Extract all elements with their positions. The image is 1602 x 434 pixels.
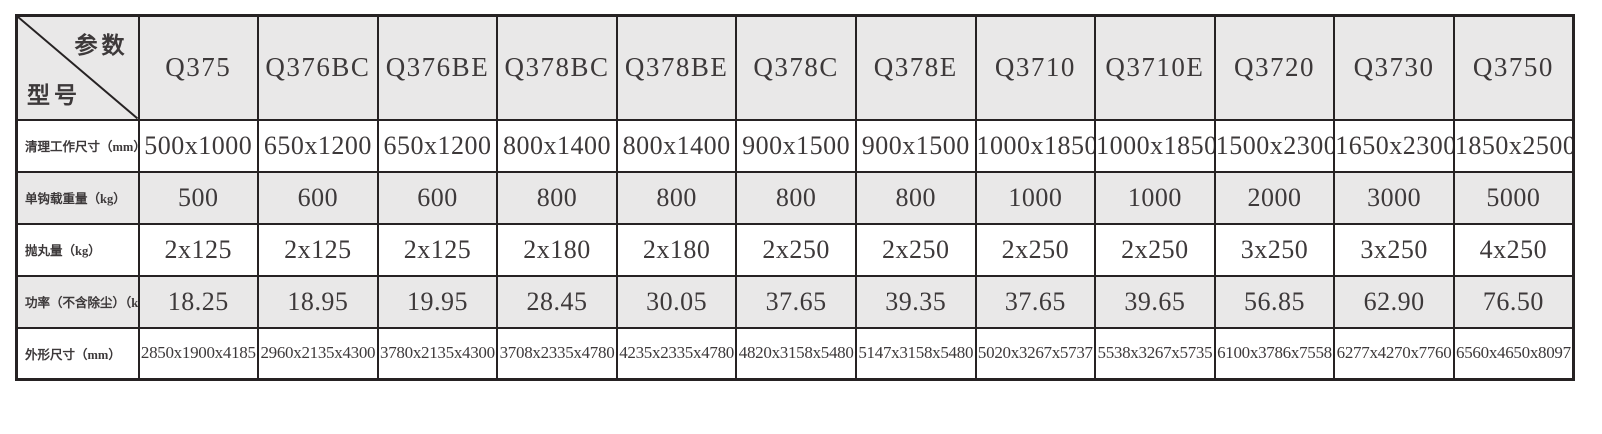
column-header: Q378C bbox=[735, 14, 857, 121]
cell: 76.50 bbox=[1452, 274, 1575, 329]
cell: 600 bbox=[376, 170, 499, 225]
row-label: 抛丸量（kg） bbox=[15, 222, 140, 277]
cell: 1850x2500 bbox=[1452, 118, 1575, 173]
cell: 2x125 bbox=[257, 222, 379, 277]
row-label: 单钩载重量（kg） bbox=[15, 170, 140, 225]
cell: 3780x2135x4300 bbox=[376, 326, 499, 381]
diagonal-line bbox=[18, 17, 138, 119]
cell: 2x125 bbox=[137, 222, 260, 277]
cell: 2x250 bbox=[974, 222, 1097, 277]
column-header: Q3750 bbox=[1452, 14, 1575, 121]
cell: 4235x2335x4780 bbox=[615, 326, 738, 381]
cell: 1000x1850 bbox=[974, 118, 1097, 173]
column-header: Q378BC bbox=[496, 14, 618, 121]
cell: 5538x3267x5735 bbox=[1094, 326, 1216, 381]
cell: 39.35 bbox=[854, 274, 977, 329]
cell: 19.95 bbox=[376, 274, 499, 329]
header-row: 参数 型号 Q375 Q376BC Q376BE Q378BC Q378BE Q… bbox=[15, 14, 1575, 121]
column-header: Q3720 bbox=[1213, 14, 1336, 121]
cell: 800x1400 bbox=[496, 118, 618, 173]
cell: 600 bbox=[257, 170, 379, 225]
table-row-hook-load: 单钩载重量（kg） 500 600 600 800 800 800 800 10… bbox=[15, 170, 1575, 225]
corner-cell: 参数 型号 bbox=[15, 14, 140, 121]
cell: 2x250 bbox=[735, 222, 857, 277]
cell: 3x250 bbox=[1333, 222, 1455, 277]
cell: 56.85 bbox=[1213, 274, 1336, 329]
cell: 800 bbox=[735, 170, 857, 225]
cell: 650x1200 bbox=[376, 118, 499, 173]
cell: 1650x2300 bbox=[1333, 118, 1455, 173]
cell: 2x125 bbox=[376, 222, 499, 277]
cell: 28.45 bbox=[496, 274, 618, 329]
column-header: Q378E bbox=[854, 14, 977, 121]
cell: 1000 bbox=[1094, 170, 1216, 225]
corner-model-label: 型号 bbox=[27, 82, 81, 108]
cell: 5147x3158x5480 bbox=[854, 326, 977, 381]
cell: 6277x4270x7760 bbox=[1333, 326, 1455, 381]
row-label: 外形尺寸（mm） bbox=[15, 326, 140, 381]
cell: 2x250 bbox=[854, 222, 977, 277]
cell: 18.25 bbox=[137, 274, 260, 329]
cell: 4x250 bbox=[1452, 222, 1575, 277]
cell: 6100x3786x7558 bbox=[1213, 326, 1336, 381]
column-header: Q3710 bbox=[974, 14, 1097, 121]
column-header: Q3730 bbox=[1333, 14, 1455, 121]
cell: 39.65 bbox=[1094, 274, 1216, 329]
column-header: Q3710E bbox=[1094, 14, 1216, 121]
table-row-work-size: 清理工作尺寸（mm） 500x1000 650x1200 650x1200 80… bbox=[15, 118, 1575, 173]
column-header: Q375 bbox=[137, 14, 260, 121]
cell: 900x1500 bbox=[735, 118, 857, 173]
corner-param-label: 参数 bbox=[74, 33, 129, 58]
cell: 650x1200 bbox=[257, 118, 379, 173]
cell: 37.65 bbox=[974, 274, 1097, 329]
table-row-shot-quantity: 抛丸量（kg） 2x125 2x125 2x125 2x180 2x180 2x… bbox=[15, 222, 1575, 277]
cell: 2x250 bbox=[1094, 222, 1216, 277]
cell: 3x250 bbox=[1213, 222, 1336, 277]
cell: 800x1400 bbox=[615, 118, 738, 173]
row-label: 清理工作尺寸（mm） bbox=[15, 118, 140, 173]
column-header: Q376BC bbox=[257, 14, 379, 121]
cell: 4820x3158x5480 bbox=[735, 326, 857, 381]
cell: 2x180 bbox=[496, 222, 618, 277]
row-label: 功率（不含除尘）（kg） bbox=[15, 274, 140, 329]
table-row-outer-dimensions: 外形尺寸（mm） 2850x1900x4185 2960x2135x4300 3… bbox=[15, 326, 1575, 381]
cell: 1000 bbox=[974, 170, 1097, 225]
cell: 2000 bbox=[1213, 170, 1336, 225]
cell: 800 bbox=[496, 170, 618, 225]
cell: 2850x1900x4185 bbox=[137, 326, 260, 381]
cell: 800 bbox=[615, 170, 738, 225]
cell: 5020x3267x5737 bbox=[974, 326, 1097, 381]
column-header: Q378BE bbox=[615, 14, 738, 121]
column-header: Q376BE bbox=[376, 14, 499, 121]
cell: 62.90 bbox=[1333, 274, 1455, 329]
cell: 800 bbox=[854, 170, 977, 225]
cell: 2960x2135x4300 bbox=[257, 326, 379, 381]
spec-table: 参数 型号 Q375 Q376BC Q376BE Q378BC Q378BE Q… bbox=[15, 14, 1575, 381]
cell: 6560x4650x8097 bbox=[1452, 326, 1575, 381]
cell: 5000 bbox=[1452, 170, 1575, 225]
cell: 1500x2300 bbox=[1213, 118, 1336, 173]
cell: 1000x1850 bbox=[1094, 118, 1216, 173]
cell: 3708x2335x4780 bbox=[496, 326, 618, 381]
cell: 2x180 bbox=[615, 222, 738, 277]
cell: 500x1000 bbox=[137, 118, 260, 173]
table-row-power: 功率（不含除尘）（kg） 18.25 18.95 19.95 28.45 30.… bbox=[15, 274, 1575, 329]
cell: 30.05 bbox=[615, 274, 738, 329]
cell: 900x1500 bbox=[854, 118, 977, 173]
cell: 500 bbox=[137, 170, 260, 225]
cell: 18.95 bbox=[257, 274, 379, 329]
cell: 37.65 bbox=[735, 274, 857, 329]
cell: 3000 bbox=[1333, 170, 1455, 225]
